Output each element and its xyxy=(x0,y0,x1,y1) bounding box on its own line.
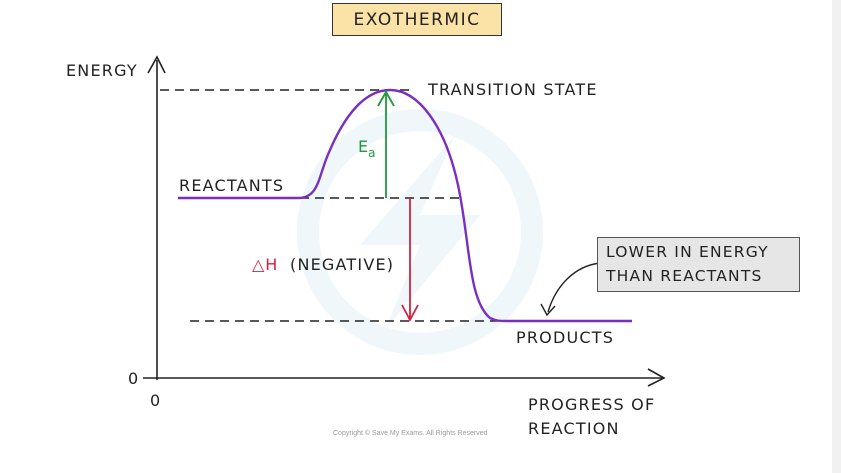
x-origin-label: 0 xyxy=(150,391,161,410)
watermark-logo xyxy=(297,109,543,355)
enthalpy-note-label: (NEGATIVE) xyxy=(290,255,394,274)
enthalpy-change-arrowhead xyxy=(401,304,419,322)
callout-pointer-line xyxy=(547,262,601,313)
callout-line-1: LOWER IN ENERGY xyxy=(606,243,769,261)
y-axis-arrowhead xyxy=(147,55,166,74)
activation-energy-arrowhead xyxy=(377,90,395,107)
y-origin-label: 0 xyxy=(128,369,139,388)
activation-energy-subscript: a xyxy=(368,146,375,160)
x-axis-arrowhead xyxy=(647,368,666,387)
diagram-title-text: EXOTHERMIC xyxy=(353,9,481,30)
reactants-label: REACTANTS xyxy=(179,176,284,195)
energy-callout-box: LOWER IN ENERGY THAN REACTANTS xyxy=(597,237,800,292)
x-axis-label-line2: REACTION xyxy=(528,419,620,438)
reaction-energy-curve xyxy=(178,88,632,323)
copyright-text: Copyright © Save My Exams. All Rights Re… xyxy=(333,429,488,437)
diagram-title: EXOTHERMIC xyxy=(332,3,502,36)
products-label: PRODUCTS xyxy=(516,328,614,347)
right-edge-strip xyxy=(832,0,841,473)
y-axis-label: ENERGY xyxy=(66,61,138,80)
enthalpy-symbol-label: △H xyxy=(252,255,278,274)
x-axis-label-line1: PROGRESS OF xyxy=(528,395,655,414)
callout-line-2: THAN REACTANTS xyxy=(606,267,763,285)
activation-energy-symbol: E xyxy=(358,137,368,156)
callout-pointer-arrowhead xyxy=(540,303,556,317)
transition-state-label: TRANSITION STATE xyxy=(427,80,598,99)
activation-energy-label: Ea xyxy=(358,137,375,160)
